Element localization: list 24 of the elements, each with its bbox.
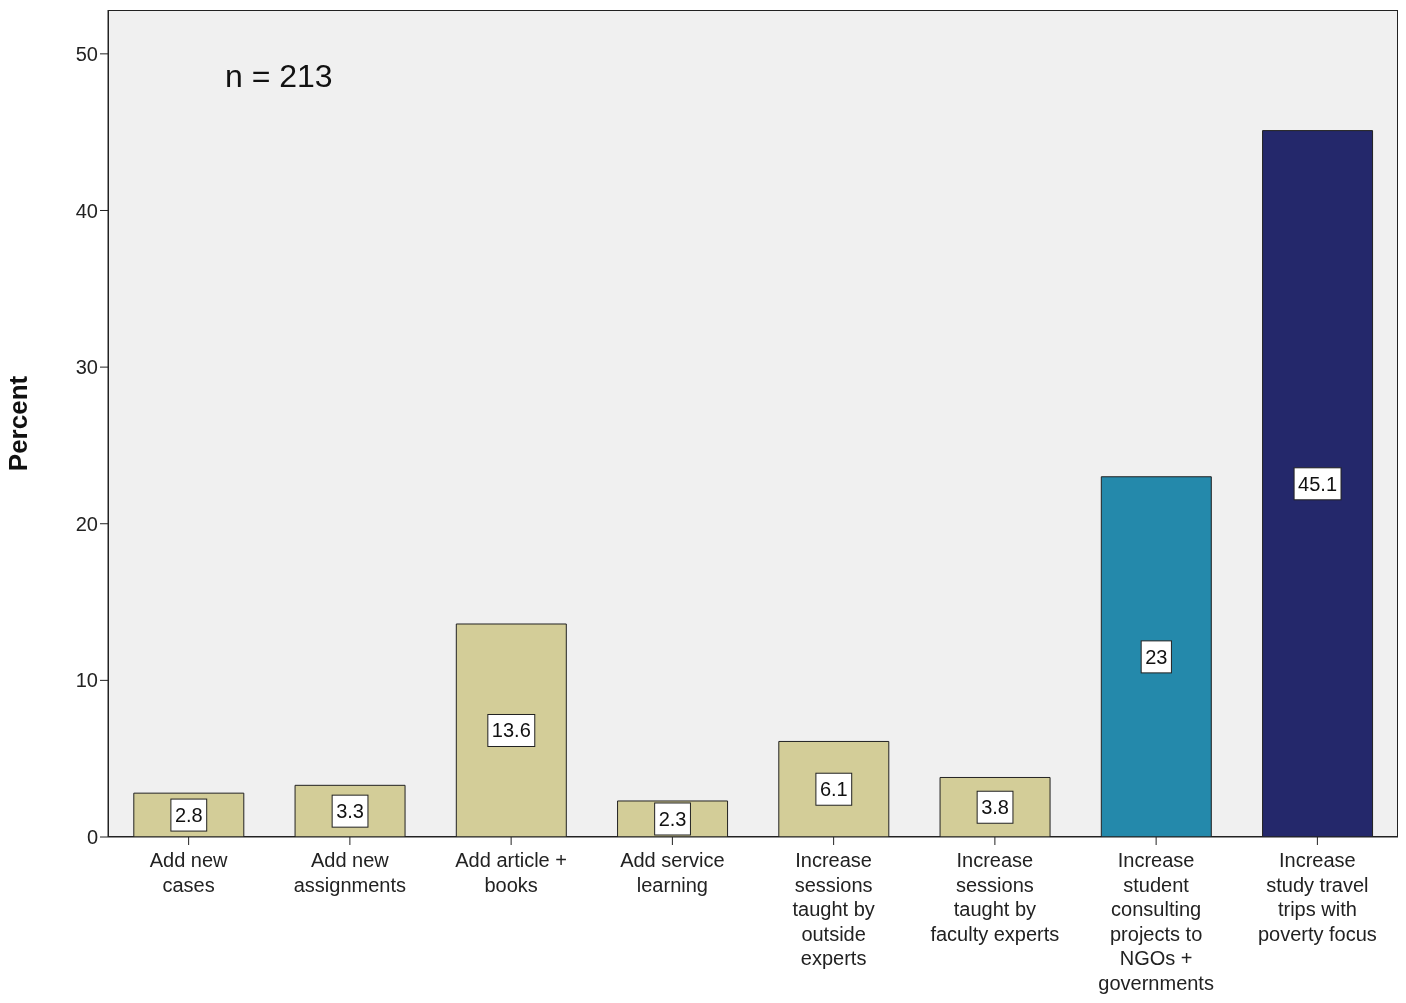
y-tick-label: 50 <box>75 42 98 65</box>
x-tick-label: Add service learning <box>620 849 725 896</box>
data-label: 2.8 <box>174 804 203 827</box>
data-label: 6.1 <box>819 778 848 801</box>
y-tick-label: 10 <box>75 669 98 692</box>
x-tick-label: Add new assignments <box>293 849 407 896</box>
data-label: 23 <box>1145 645 1168 668</box>
y-tick-label: 30 <box>75 356 98 379</box>
x-tick-label: Increase student consulting projects to NGOs + governments <box>1098 849 1214 994</box>
data-label: 13.6 <box>491 719 531 742</box>
annotation: n = 213 <box>225 58 333 95</box>
x-tick-label: Increase sessions taught by faculty experts <box>930 849 1060 945</box>
y-axis-title: Percent <box>3 375 34 472</box>
data-label: 3.3 <box>336 800 364 823</box>
data-label: 3.8 <box>981 796 1009 819</box>
y-tick-label: 0 <box>86 826 98 849</box>
y-tick-label: 40 <box>75 199 98 222</box>
x-tick-label: Add article + books <box>455 849 567 896</box>
data-label: 45.1 <box>1298 472 1338 495</box>
x-tick-label: Increase sessions taught by outside experts <box>792 849 875 969</box>
x-tick-label: Increase study travel trips with poverty focus <box>1257 849 1377 945</box>
y-tick-label: 20 <box>75 512 98 535</box>
x-tick-label: Add new cases <box>149 849 229 896</box>
data-label: 2.3 <box>658 807 687 830</box>
